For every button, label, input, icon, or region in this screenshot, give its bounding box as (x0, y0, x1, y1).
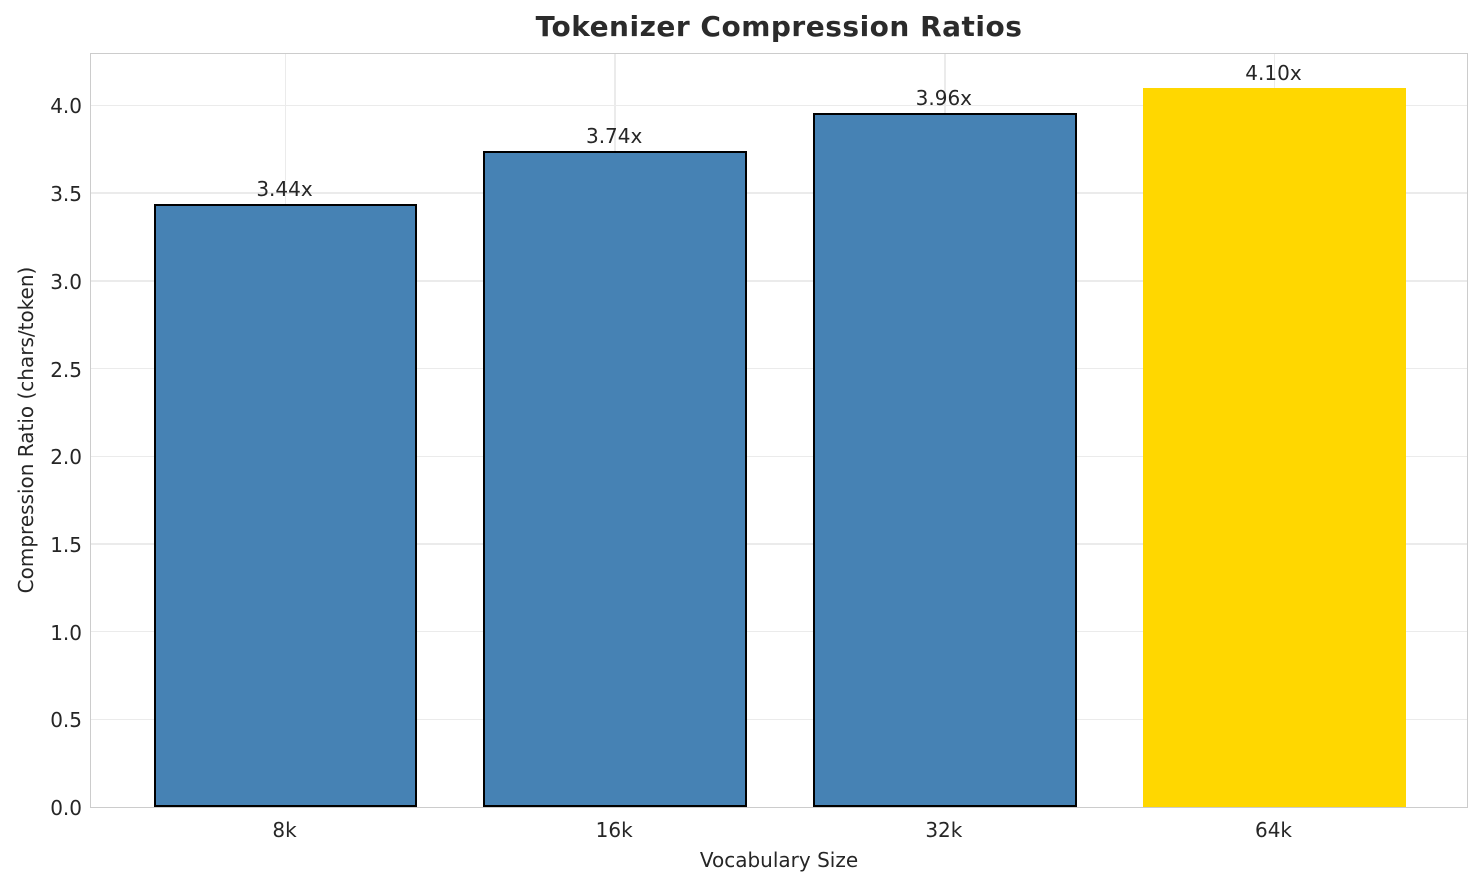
x-tick-label-64k: 64k (1254, 818, 1292, 842)
gridline-horizontal (91, 455, 1467, 457)
bar-32k (812, 112, 1077, 807)
x-tick-label-8k: 8k (272, 818, 297, 842)
bar-value-label: 3.44x (256, 176, 313, 201)
y-tick-label: 0.5 (50, 708, 82, 733)
bar-value-label: 3.96x (915, 85, 973, 110)
y-tick-label: 2.5 (50, 357, 82, 382)
y-axis-label: Compression Ratio (chars/token) (14, 266, 38, 594)
gridline-horizontal (91, 630, 1467, 633)
y-tick-label: 1.5 (50, 532, 82, 557)
gridline-horizontal (91, 104, 1467, 107)
y-tick-label: 1.0 (50, 620, 82, 645)
y-tick-label: 3.0 (50, 269, 82, 294)
bar-value-label: 4.10x (1245, 60, 1302, 85)
y-tick-label: 4.0 (50, 94, 82, 119)
x-tick-label-16k: 16k (595, 818, 633, 842)
bar-64k (1142, 87, 1407, 807)
bar-value-label: 3.74x (585, 124, 643, 149)
y-tick-label: 2.0 (50, 445, 82, 470)
gridline-horizontal (91, 543, 1467, 545)
bar-16k (483, 151, 748, 807)
y-tick-label: 0.0 (50, 796, 82, 820)
chart-title: Tokenizer Compression Ratios (535, 10, 1023, 43)
gridline-horizontal (91, 280, 1467, 282)
x-axis-label: Vocabulary Size (699, 848, 859, 872)
gridline-horizontal (91, 192, 1467, 194)
gridline-horizontal (91, 718, 1467, 721)
y-tick-label: 3.5 (50, 182, 82, 207)
plot-area (90, 53, 1468, 808)
gridline-horizontal (91, 367, 1467, 370)
x-tick-label-32k: 32k (925, 818, 963, 842)
bar-8k (153, 203, 418, 807)
